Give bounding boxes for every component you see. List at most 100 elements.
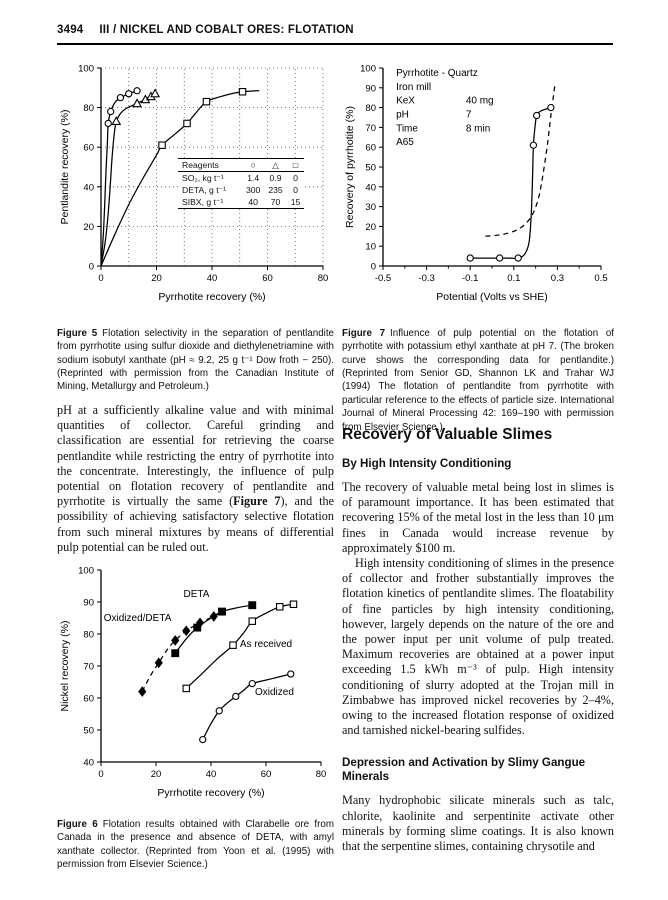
svg-text:40 mg: 40 mg [466,96,494,107]
figure7-chart: -0.5 -0.3 -0.1 0.1 0.3 0.5 0 10 20 30 40 50 60 70 80 90… [341,56,617,308]
svg-text:Potential (Volts vs SHE): Potential (Volts vs SHE) [436,291,547,303]
figure6-plot: 0 20 40 60 80 40 50 60 70 80 90 100 Pyrrhotite recov… [59,566,327,800]
svg-text:Oxidized/DETA: Oxidized/DETA [104,613,172,624]
svg-text:90: 90 [365,83,376,94]
table-header-cell: △ [272,159,279,170]
svg-text:As received: As received [240,639,292,650]
svg-text:-0.1: -0.1 [462,273,478,284]
figure7-caption-text: Influence of pulp potential on the flota… [342,327,614,433]
svg-text:70: 70 [365,123,376,134]
page-header: 3494 III / NICKEL AND COBALT ORES: FLOTAT… [57,24,613,45]
figure5-reagents-table: Reagents ○ △ □ SO₂, kg t⁻¹ 1.4 0.9 0 DETA, g t⁻¹… [178,158,305,209]
svg-text:8 min: 8 min [466,123,490,134]
table-cell: 0 [293,173,298,183]
table-header-cell: □ [292,160,299,170]
svg-text:0: 0 [98,769,103,780]
svg-text:7: 7 [466,110,472,121]
svg-text:Pentlandite recovery (%): Pentlandite recovery (%) [59,110,71,225]
table-cell: 70 [270,197,281,207]
svg-text:20: 20 [365,222,376,233]
svg-text:0.5: 0.5 [594,273,607,284]
figure5-caption-text: Flotation selectivity in the separation … [57,327,334,393]
svg-text:Pyrrhotite recovery (%): Pyrrhotite recovery (%) [158,291,265,303]
table-cell: DETA, g t⁻¹ [182,184,227,195]
svg-text:100: 100 [360,64,376,75]
svg-text:20: 20 [151,769,162,780]
figure6-chart: 0 20 40 60 80 40 50 60 70 80 90 100 Pyrrhotite recov… [56,560,336,804]
svg-text:50: 50 [365,163,376,174]
svg-text:DETA: DETA [184,589,210,600]
svg-text:Time: Time [396,123,418,134]
figure6-caption: Figure 6 Flotation results obtained with … [57,818,334,872]
figure7-plot: -0.5 -0.3 -0.1 0.1 0.3 0.5 0 10 20 30 40 50 60 70 80 90… [344,64,608,304]
figure6-caption-label: Figure 6 [57,818,98,830]
svg-text:70: 70 [83,662,94,673]
svg-text:0: 0 [98,273,103,284]
page-number: 3494 [57,24,84,36]
svg-text:40: 40 [83,758,94,769]
svg-text:0: 0 [89,262,94,273]
running-title: III / NICKEL AND COBALT ORES: FLOTATION [99,24,354,36]
svg-text:Recovery of pyrrhotite (%): Recovery of pyrrhotite (%) [344,106,356,228]
paragraph-slimy-gangue: Many hydrophobic silicate minerals such … [342,793,614,854]
svg-text:KeX: KeX [396,96,415,107]
right-column: Recovery of Valuable Slimes By High Inte… [342,426,614,854]
svg-text:90: 90 [83,598,94,609]
svg-text:80: 80 [83,103,94,114]
table-header-cell: ○ [250,160,256,170]
svg-text:80: 80 [316,769,327,780]
table-row: SIBX, g t⁻¹ 40 70 15 [178,196,304,209]
figure6-caption-text: Flotation results obtained with Clarabel… [57,818,334,871]
svg-text:0: 0 [371,262,376,273]
paragraph-high-intensity: High intensity conditioning of slimes in… [342,556,614,738]
table-cell: SIBX, g t⁻¹ [182,196,224,207]
table-header-cell: Reagents [182,160,219,170]
table-cell: 40 [248,197,258,207]
svg-text:40: 40 [207,273,218,284]
spacer [342,738,614,756]
svg-text:30: 30 [365,202,376,213]
svg-text:50: 50 [83,726,94,737]
svg-text:Pyrrhotite - Quartz: Pyrrhotite - Quartz [396,68,478,79]
svg-text:40: 40 [206,769,217,780]
svg-text:A65: A65 [396,137,414,148]
svg-text:40: 40 [83,182,94,193]
table-cell: 235 [268,185,283,195]
paragraph-text-cont: ), and the possibility of achieving sati… [57,494,334,554]
paragraph-recovery-slimes: The recovery of valuable metal being los… [342,480,614,555]
figure5-caption: Figure 5 Flotation selectivity in the sep… [57,327,334,394]
svg-text:80: 80 [365,103,376,114]
svg-text:60: 60 [365,143,376,154]
svg-text:20: 20 [83,222,94,233]
table-row: SO₂, kg t⁻¹ 1.4 0.9 0 [178,172,304,185]
svg-text:20: 20 [151,273,162,284]
figure7-caption-label: Figure 7 [342,327,386,339]
paragraph-text: pH at a sufficiently alkaline value and … [57,403,334,509]
svg-text:Oxidized: Oxidized [255,687,294,698]
svg-text:40: 40 [365,182,376,193]
section-title: Recovery of Valuable Slimes [342,426,553,443]
svg-text:Pyrrhotite recovery (%): Pyrrhotite recovery (%) [157,787,264,799]
subsection-title-depression: Depression and Activation by Slimy Gangu… [342,756,586,784]
svg-text:60: 60 [83,694,94,705]
table-row: DETA, g t⁻¹ 300 235 0 [178,184,304,196]
svg-text:-0.3: -0.3 [418,273,434,284]
table-cell: 300 [246,185,261,195]
svg-text:10: 10 [365,242,376,253]
svg-text:0.1: 0.1 [507,273,520,284]
left-column-paragraph: pH at a sufficiently alkaline value and … [57,403,334,555]
svg-text:-0.5: -0.5 [375,273,391,284]
figure5-chart: 0 20 40 60 80 0 20 40 60 80 100 Pyrrhotite recovery… [56,56,336,308]
svg-text:60: 60 [261,769,272,780]
svg-text:Nickel recovery (%): Nickel recovery (%) [59,620,71,711]
figure5-plot: 0 20 40 60 80 0 20 40 60 80 100 Pyrrhotite recovery… [59,64,328,304]
svg-text:100: 100 [78,64,94,75]
figure5-caption-label: Figure 5 [57,327,98,339]
table-cell: 1.4 [247,173,260,183]
table-cell: 15 [290,197,301,207]
svg-text:pH: pH [396,110,409,121]
svg-text:Iron mill: Iron mill [396,82,431,93]
svg-text:100: 100 [78,566,94,577]
svg-text:60: 60 [262,273,273,284]
